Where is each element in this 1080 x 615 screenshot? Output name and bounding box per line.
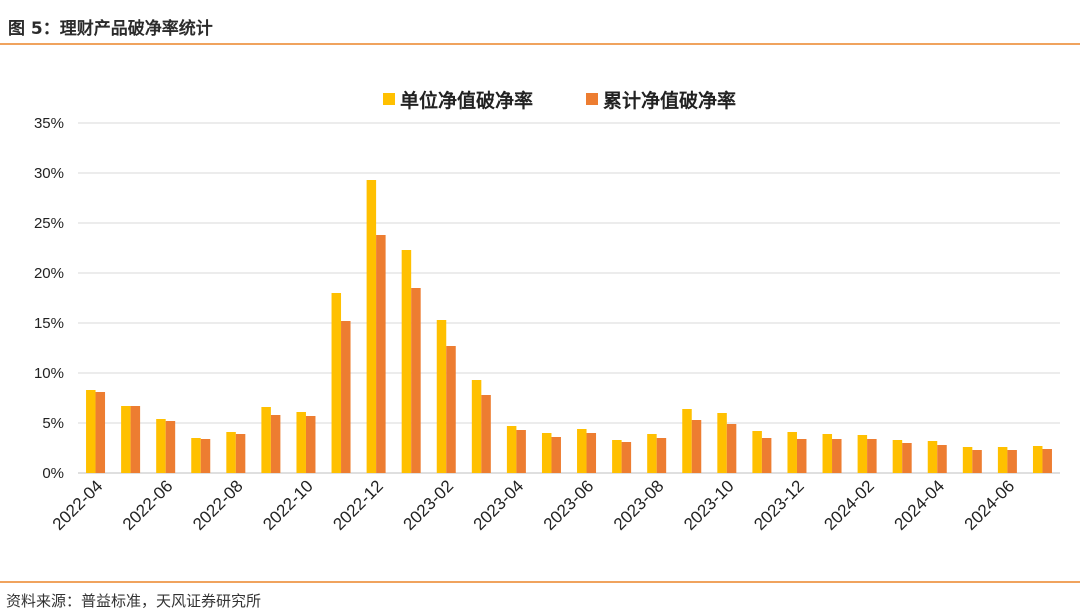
bar-series1-2023-07: [612, 440, 622, 473]
legend-swatch-series2: [586, 93, 598, 105]
bar-series1-2024-01: [822, 434, 833, 473]
bar-series2-2024-05: [972, 450, 982, 473]
bar-series1-2024-06: [997, 447, 1008, 473]
y-tick-label: 30%: [34, 165, 64, 182]
bar-series2-2023-12: [796, 439, 807, 473]
bar-series1-2023-05: [541, 433, 552, 473]
bar-series1-2023-02: [436, 320, 447, 473]
bar-series2-2022-11: [341, 321, 351, 473]
legend: 单位净值破净率 累计净值破净率: [383, 89, 736, 112]
bar-series1-2023-08: [647, 434, 657, 473]
bar-series1-2022-12: [366, 180, 377, 473]
legend-swatch-series1: [383, 93, 395, 105]
bar-series1-2024-05: [962, 447, 973, 473]
gridlines: [78, 122, 1060, 474]
x-tick-label: 2023-08: [610, 476, 668, 534]
bar-series2-2022-07: [200, 439, 211, 473]
top-divider: [0, 43, 1080, 45]
bar-series1-2023-01: [401, 250, 412, 473]
bar-series1-2023-04: [506, 426, 517, 473]
bar-series2-2024-04: [937, 445, 947, 473]
bar-series2-2023-08: [656, 438, 667, 473]
bar-series2-2023-04: [516, 430, 526, 473]
x-tick-label: 2023-10: [680, 476, 738, 534]
y-tick-label: 10%: [34, 365, 64, 382]
bar-series1-2023-03: [471, 380, 482, 473]
y-tick-label: 0%: [42, 465, 64, 482]
bar-series2-2023-02: [446, 346, 456, 473]
bar-series2-2022-08: [235, 434, 246, 473]
bar-series1-2022-07: [191, 438, 201, 473]
bar-series1-2022-09: [261, 407, 271, 473]
x-tick-label: 2023-02: [400, 476, 458, 534]
bar-series2-2024-07: [1042, 449, 1052, 473]
bar-series1-2022-05: [121, 406, 131, 473]
bar-chart: 0%5%10%15%20%25%30%35% 2022-04 2022-06 202…: [34, 89, 1060, 534]
bar-series1-2022-11: [331, 293, 342, 473]
bar-series1-2023-06: [577, 429, 587, 473]
x-tick-label: 2023-12: [750, 476, 808, 534]
y-tick-label: 20%: [34, 265, 64, 282]
x-tick-label: 2022-08: [189, 476, 247, 534]
bar-series1-2022-04: [86, 390, 96, 473]
bar-series2-2022-06: [165, 421, 176, 473]
legend-label-series2: 累计净值破净率: [603, 89, 736, 112]
bar-series2-2022-10: [305, 416, 316, 473]
bar-series1-2022-06: [156, 419, 166, 473]
y-tick-label: 15%: [34, 315, 64, 332]
bottom-divider: [0, 581, 1080, 583]
bar-series2-2024-01: [832, 439, 842, 473]
x-tick-label: 2023-06: [540, 476, 598, 534]
source-note: 资料来源：普益标准，天风证券研究所: [6, 592, 262, 610]
bars: [86, 180, 1052, 473]
y-tick-label: 5%: [42, 415, 64, 432]
bar-series2-2023-05: [551, 437, 561, 473]
figure-title: 图 5：理财产品破净率统计: [8, 19, 213, 39]
x-tick-label: 2022-04: [49, 476, 107, 534]
bar-series2-2022-04: [95, 392, 106, 473]
bar-series2-2024-03: [902, 443, 912, 473]
y-tick-label: 25%: [34, 215, 64, 232]
bar-series1-2022-10: [296, 412, 306, 473]
bar-series1-2023-09: [682, 409, 692, 473]
bar-series1-2022-08: [226, 432, 236, 473]
bar-series2-2024-06: [1007, 450, 1017, 473]
bar-series2-2022-12: [376, 235, 386, 473]
x-tick-label: 2023-04: [470, 476, 528, 534]
bar-series1-2024-07: [1032, 446, 1043, 473]
x-axis-ticks: 2022-04 2022-06 2022-08 2022-10 2022-12 2023-…: [49, 476, 1018, 534]
bar-series2-2023-06: [586, 433, 597, 473]
legend-label-series1: 单位净值破净率: [400, 89, 533, 112]
bar-series1-2024-04: [927, 441, 938, 473]
x-tick-label: 2022-12: [329, 476, 387, 534]
bar-series1-2024-02: [857, 435, 868, 473]
x-tick-label: 2022-06: [119, 476, 177, 534]
x-tick-label: 2022-10: [259, 476, 317, 534]
y-tick-label: 35%: [34, 115, 64, 132]
bar-series2-2023-11: [761, 438, 772, 473]
x-tick-label: 2024-04: [891, 476, 949, 534]
x-tick-label: 2024-06: [961, 476, 1019, 534]
bar-series1-2023-10: [717, 413, 727, 473]
bar-series2-2023-07: [621, 442, 632, 473]
bar-series2-2023-01: [411, 288, 421, 473]
bar-series2-2022-09: [270, 415, 281, 473]
bar-series2-2023-10: [726, 424, 737, 473]
bar-series1-2023-12: [787, 432, 797, 473]
x-tick-label: 2024-02: [820, 476, 878, 534]
bar-series2-2022-05: [130, 406, 141, 473]
y-axis-ticks: 0% 5% 10% 15% 20% 25% 30% 35%: [34, 115, 64, 482]
bar-series2-2023-09: [691, 420, 702, 473]
bar-series1-2024-03: [892, 440, 903, 473]
bar-series2-2024-02: [867, 439, 877, 473]
bar-series2-2023-03: [481, 395, 491, 473]
bar-series1-2023-11: [752, 431, 762, 473]
